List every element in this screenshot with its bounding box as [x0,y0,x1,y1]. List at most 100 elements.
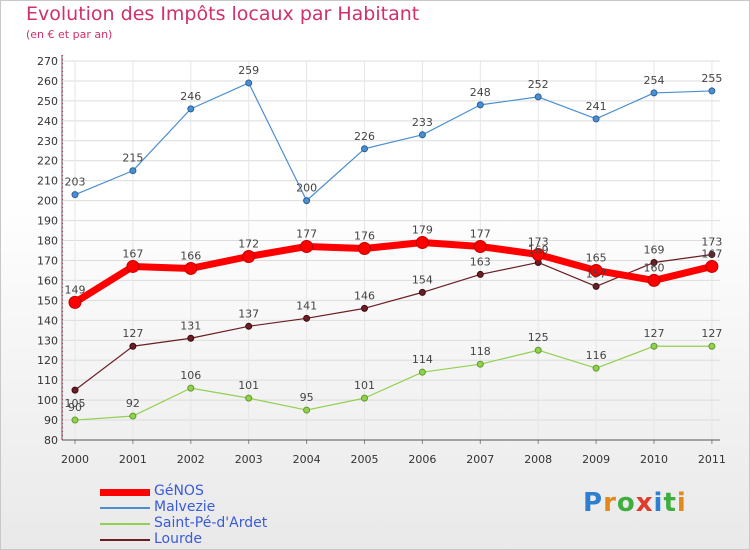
data-label-malvezie: 246 [180,90,201,103]
data-point-malvezie [418,131,426,139]
data-point-saint-pe-d-ardet [129,412,137,420]
data-point-saint-pe-d-ardet [245,394,253,402]
data-point-malvezie [534,93,542,101]
y-tick-label: 210 [37,175,58,188]
y-tick-label: 100 [37,394,58,407]
y-tick-label: 250 [37,95,58,108]
data-point-saint-pe-d-ardet [361,394,368,402]
data-label-malvezie: 241 [586,100,607,113]
data-point-lourde [187,334,195,342]
data-label-lourde: 157 [586,267,607,280]
y-tick-label: 200 [37,195,58,208]
legend-label: Malvezie [154,499,216,515]
series [68,79,719,424]
data-label-malvezie: 215 [122,152,143,165]
data-point-lourde [650,258,658,266]
data-label-genos: 177 [470,228,491,241]
data-point-malvezie [476,101,484,109]
data-label-genos: 167 [122,247,143,260]
data-label-saint-pe-d-ardet: 101 [354,379,375,392]
data-label-lourde: 131 [180,319,201,332]
data-label-genos: 177 [296,228,317,241]
y-tick-label: 140 [37,314,58,327]
data-label-malvezie: 255 [701,72,722,85]
data-point-lourde [303,314,311,322]
data-point-saint-pe-d-ardet [592,364,600,372]
series-line-malvezie [74,82,712,202]
data-label-saint-pe-d-ardet: 116 [586,349,607,362]
data-label-genos: 166 [180,249,201,262]
y-tick-label: 190 [37,215,58,228]
data-point-lourde [245,322,253,330]
chart-title: Evolution des Impôts locaux par Habitant [26,3,420,25]
y-tick-label: 260 [37,75,58,88]
y-tick-label: 170 [37,254,58,267]
data-label-saint-pe-d-ardet: 106 [180,369,201,382]
x-tick-label: 2008 [524,453,552,466]
data-label-lourde: 169 [644,243,665,256]
data-point-malvezie [71,191,79,199]
data-labels: 203 215 246 259 200 226 233 248 252 241 254 255 105 1… [65,64,723,414]
data-label-lourde: 137 [238,307,259,320]
logo-letter: P [583,488,604,518]
data-point-genos [473,240,487,254]
data-point-genos [358,242,371,256]
y-tick-label: 270 [37,55,58,68]
data-point-lourde [418,288,426,296]
data-label-malvezie: 248 [470,86,491,99]
y-tick-label: 110 [37,374,58,387]
chart-subtitle: (en € et par an) [26,28,113,41]
data-point-genos [647,273,661,287]
data-point-genos [415,236,429,250]
y-tick-label: 180 [37,235,58,248]
legend-swatch [100,539,150,541]
data-point-lourde [361,304,368,312]
data-label-genos: 165 [586,251,607,264]
x-tick-label: 2003 [235,453,263,466]
legend-item: Saint-Pé-d'Ardet [100,515,320,532]
grid [62,60,720,441]
data-label-lourde: 141 [296,299,317,312]
data-point-saint-pe-d-ardet [534,346,542,354]
data-point-malvezie [361,145,368,153]
data-point-genos [184,261,198,275]
x-tick-label: 2000 [61,453,89,466]
data-point-malvezie [245,79,253,87]
data-label-saint-pe-d-ardet: 114 [412,353,433,366]
data-point-genos [68,295,82,309]
data-point-saint-pe-d-ardet [708,342,716,350]
legend-item: GéNOS [100,483,320,500]
data-point-saint-pe-d-ardet [476,360,484,368]
x-tick-label: 2009 [582,453,610,466]
data-label-lourde: 154 [412,273,433,286]
legend-label: Lourde [154,531,203,547]
data-label-lourde: 105 [65,397,86,410]
logo-letter: o [616,488,636,518]
data-label-malvezie: 226 [354,130,375,143]
data-label-malvezie: 252 [528,78,549,91]
data-label-genos: 167 [701,247,722,260]
data-point-saint-pe-d-ardet [303,406,311,414]
y-tick-label: 220 [37,155,58,168]
data-label-saint-pe-d-ardet: 127 [644,327,665,340]
logo-letter: i [676,488,687,518]
y-tick-label: 90 [44,414,58,427]
data-point-saint-pe-d-ardet [187,384,195,392]
data-point-malvezie [187,105,195,113]
y-tick-label: 240 [37,115,58,128]
data-label-malvezie: 203 [65,176,86,189]
data-label-saint-pe-d-ardet: 127 [701,327,722,340]
legend-swatch [100,488,150,496]
data-label-genos: 172 [238,237,259,250]
series-line-lourde [74,253,712,391]
data-point-lourde [592,282,600,290]
data-point-saint-pe-d-ardet [650,342,658,350]
legend-item: Lourde [100,531,320,548]
data-label-malvezie: 200 [296,182,317,195]
data-label-saint-pe-d-ardet: 90 [68,401,82,414]
x-tick-label: 2011 [698,453,726,466]
data-label-malvezie: 233 [412,116,433,129]
x-tick-label: 2010 [640,453,668,466]
data-label-lourde: 163 [470,255,491,268]
